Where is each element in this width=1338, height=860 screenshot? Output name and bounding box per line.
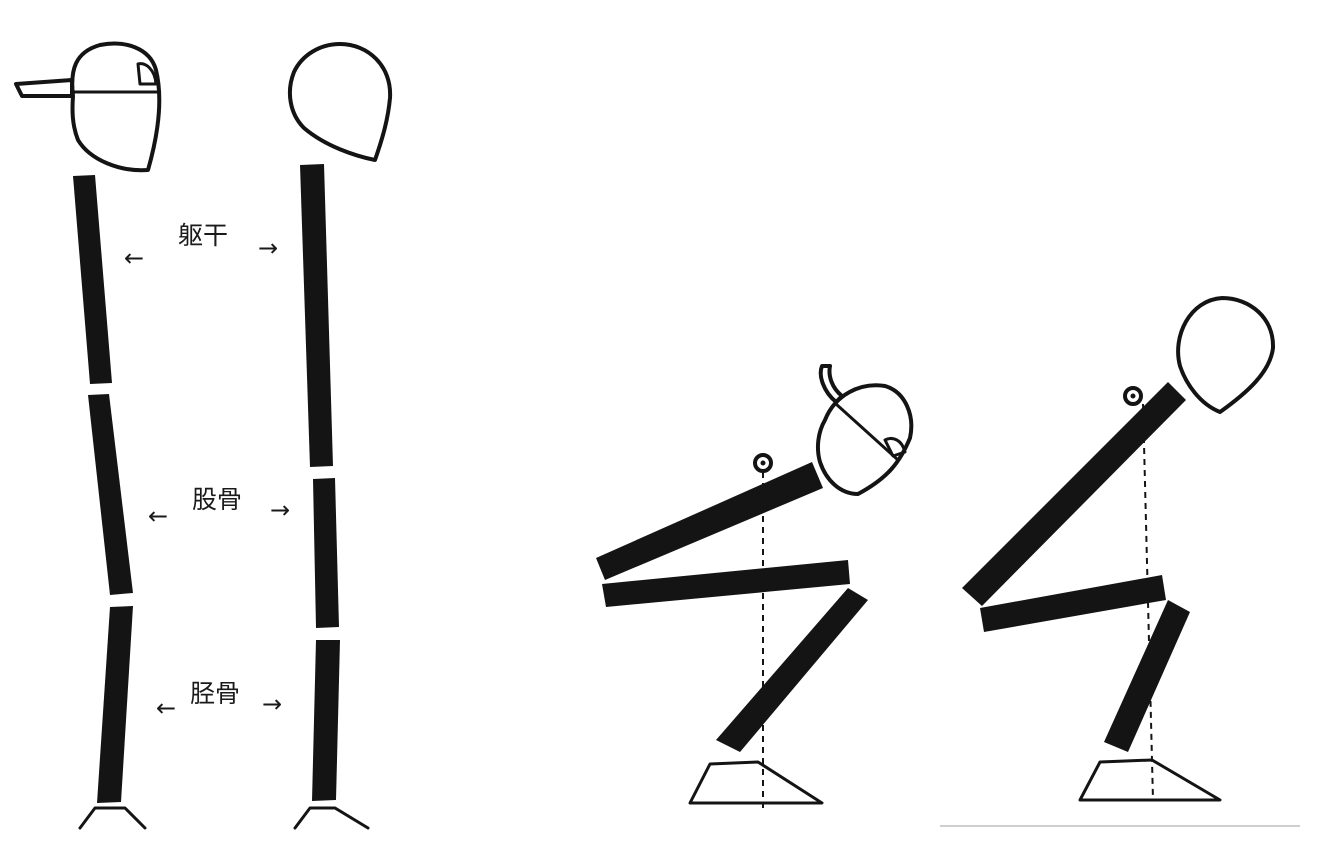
- tibia-segment: [312, 640, 340, 801]
- arrow-right-femur: →: [270, 496, 290, 524]
- head-with-cap: [70, 41, 162, 173]
- femur-segment: [980, 575, 1166, 632]
- head-with-cap: [815, 383, 914, 496]
- tibia-segment: [716, 588, 868, 752]
- squat-figure-plain: [962, 296, 1276, 802]
- head: [1176, 296, 1276, 414]
- standing-figure-plain: [287, 42, 393, 830]
- foot: [688, 760, 824, 805]
- femur-segment: [313, 478, 339, 628]
- arrow-left-torso: ←: [124, 244, 144, 272]
- foot: [78, 806, 147, 830]
- tibia-segment: [97, 606, 133, 803]
- femur-segment: [602, 560, 850, 607]
- arrow-right-torso: →: [258, 234, 278, 262]
- squat-figure-with-cap: [596, 364, 914, 808]
- foot: [1078, 758, 1222, 802]
- label-femur: 股骨: [192, 485, 242, 514]
- cap-brim: [14, 78, 74, 98]
- foot: [293, 806, 370, 830]
- torso-segment: [596, 462, 823, 580]
- torso-segment: [300, 164, 333, 467]
- torso-segment: [962, 382, 1186, 606]
- torso-segment: [73, 175, 112, 384]
- label-tibia-group: ← 胫骨 →: [156, 679, 282, 722]
- label-femur-group: ← 股骨 →: [148, 485, 290, 530]
- arrow-left-femur: ←: [148, 502, 168, 530]
- standing-figure-with-cap: [14, 41, 162, 830]
- femur-segment: [88, 394, 133, 595]
- arrow-right-tibia: →: [262, 690, 282, 718]
- label-torso: 躯干: [178, 221, 228, 250]
- label-torso-group: ← 躯干 →: [124, 221, 278, 272]
- label-tibia: 胫骨: [190, 679, 240, 708]
- cap-brim: [818, 364, 844, 404]
- tibia-segment: [1104, 600, 1190, 752]
- arrow-left-tibia: ←: [156, 694, 176, 722]
- head: [287, 42, 393, 162]
